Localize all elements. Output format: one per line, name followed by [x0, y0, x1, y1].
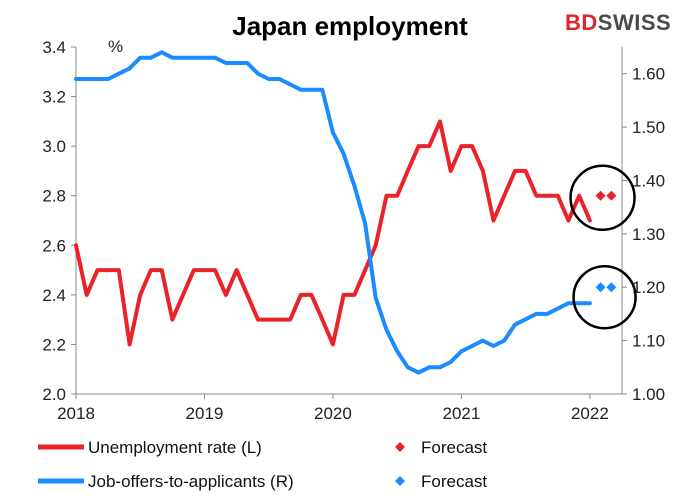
right-tick-label: 1.00: [632, 385, 665, 404]
left-tick-label: 2.8: [42, 187, 66, 206]
job-offers-line: [74, 50, 592, 375]
brand-logo: BDSWISS: [565, 10, 671, 35]
x-tick-label: 2018: [57, 404, 95, 423]
left-tick-label: 2.6: [42, 236, 66, 255]
legend-swatch-diamond: [395, 442, 405, 452]
forecast-highlight-circle: [569, 164, 636, 231]
legend-label: Job-offers-to-applicants (R): [88, 472, 294, 491]
axes: [75, 47, 623, 395]
x-tick-label: 2021: [442, 404, 480, 423]
forecast-point: [595, 190, 606, 201]
unemployment-rate-line: [74, 119, 592, 347]
legend-label: Unemployment rate (L): [88, 438, 262, 457]
left-tick-label: 2.4: [42, 286, 66, 305]
forecast-point: [606, 190, 617, 201]
right-tick-label: 1.20: [632, 278, 665, 297]
x-tick-label: 2020: [314, 404, 352, 423]
left-axis-unit: %: [108, 37, 123, 56]
annotation-layer: [569, 164, 637, 330]
left-tick-label: 2.0: [42, 385, 66, 404]
left-tick-label: 3.0: [42, 137, 66, 156]
right-tick-label: 1.60: [632, 65, 665, 84]
right-axis-ticks: 1.00 1.10 1.20 1.30 1.40 1.50 1.60: [622, 65, 665, 404]
brand-logo-text: BDSWISS: [565, 10, 671, 35]
x-tick-label: 2019: [186, 404, 224, 423]
forecast-point: [595, 282, 606, 293]
x-axis-ticks: 2018 2019 2020 2021 2022: [57, 394, 609, 423]
legend-label: Forecast: [421, 438, 487, 457]
series-layer: [74, 50, 617, 375]
legend-label: Forecast: [421, 472, 487, 491]
chart-title: Japan employment: [232, 11, 468, 41]
forecast-highlight-circle: [572, 264, 637, 330]
right-tick-label: 1.30: [632, 225, 665, 244]
right-tick-label: 1.40: [632, 171, 665, 190]
left-tick-label: 3.4: [42, 38, 66, 57]
x-tick-label: 2022: [571, 404, 609, 423]
forecast-point: [606, 282, 617, 293]
right-tick-label: 1.10: [632, 332, 665, 351]
legend-swatch-diamond: [395, 476, 405, 486]
legend: Unemployment rate (L) Forecast Job-offers-…: [38, 438, 487, 491]
left-axis-ticks: 2.0 2.2 2.4 2.6 2.8 3.0 3.2 3.4: [42, 38, 76, 404]
left-tick-label: 3.2: [42, 88, 66, 107]
left-tick-label: 2.2: [42, 335, 66, 354]
right-tick-label: 1.50: [632, 118, 665, 137]
